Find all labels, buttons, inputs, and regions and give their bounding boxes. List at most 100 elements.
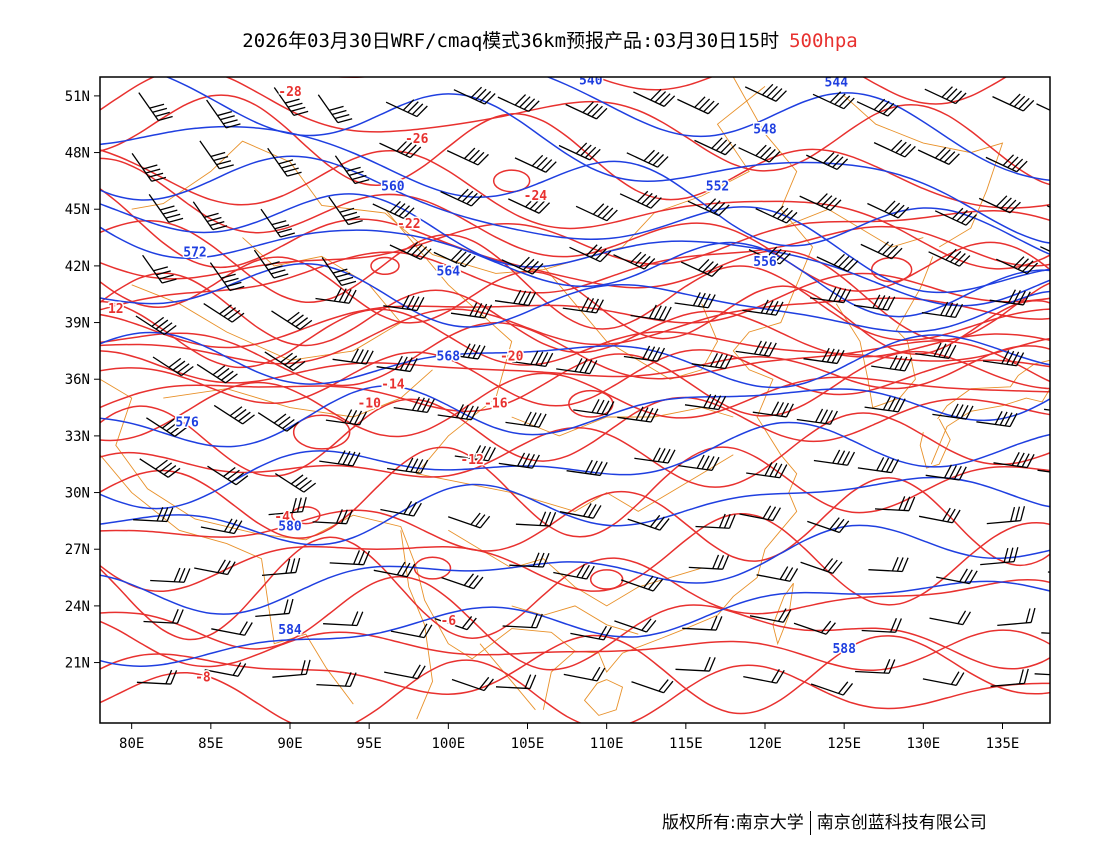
wind-barb (873, 139, 916, 158)
wind-barb (627, 514, 670, 531)
wind-barb (1046, 205, 1050, 221)
coastline-border (100, 454, 354, 705)
wind-barb (626, 149, 669, 168)
wind-barb (498, 452, 540, 469)
temperature-contour-label: -10 (357, 397, 381, 412)
temperature-contour-label: -12 (460, 453, 483, 468)
wind-barb (514, 154, 557, 173)
wind-barb (867, 200, 910, 219)
height-isopleth (100, 125, 1050, 256)
temperature-isotherm (100, 349, 1050, 407)
wind-barb (854, 294, 896, 311)
wind-barb (934, 207, 977, 226)
height-isopleth (100, 155, 1050, 294)
lon-tick-label: 80E (119, 736, 144, 752)
wind-barb (917, 146, 960, 165)
lon-tick-label: 85E (198, 736, 223, 752)
wind-barb (684, 393, 727, 411)
wind-barb (918, 507, 961, 524)
wind-barb (915, 342, 957, 359)
wind-barb (376, 355, 418, 373)
height-contour-label: 548 (753, 123, 777, 138)
height-contour-label: 580 (278, 519, 302, 534)
coastline-border (542, 77, 814, 710)
lon-tick-label: 115E (669, 736, 703, 752)
lat-tick-label: 45N (65, 202, 90, 218)
wind-barb (209, 262, 245, 292)
plot-frame (99, 76, 1051, 724)
wind-barb (316, 672, 357, 688)
wind-barbs (131, 83, 1098, 696)
title-main: 2026年03月30日WRF/cmaq模式36km预报产品:03月30日15时 (242, 30, 780, 52)
lon-tick-label: 100E (431, 736, 465, 752)
height-isopleth (546, 77, 1050, 182)
wind-barb (373, 561, 416, 578)
wind-barb (444, 343, 486, 360)
wind-barb (1040, 246, 1050, 262)
wind-barb (678, 454, 720, 471)
wind-barb (451, 676, 494, 692)
wind-barb (982, 350, 1025, 367)
wind-barb (855, 659, 896, 674)
wind-barb (146, 417, 188, 437)
wind-barb (691, 352, 733, 370)
wind-barb (993, 451, 1035, 469)
wind-barb (936, 568, 978, 585)
wind-barb (1041, 632, 1050, 636)
wind-barb (271, 310, 313, 330)
height-isopleth (100, 524, 1050, 615)
lon-tick-label: 95E (357, 736, 382, 752)
wind-barb (857, 457, 900, 474)
wind-barb (211, 621, 253, 636)
height-contour-label: 588 (832, 642, 856, 657)
wind-barb (816, 253, 859, 272)
wind-barb (925, 464, 967, 481)
wind-barb (559, 503, 602, 519)
wind-barb (932, 403, 974, 420)
wind-barb (453, 86, 496, 105)
wind-barb (142, 254, 177, 284)
wind-barb (515, 511, 557, 527)
coastline-border (511, 605, 639, 635)
wind-barb (433, 249, 476, 268)
temperature-isotherm (100, 412, 1050, 488)
wind-barb (756, 566, 799, 582)
lat-tick-label: 33N (65, 429, 90, 445)
wind-barb (695, 513, 736, 529)
copyright-owner: 版权所有:南京大学 (662, 813, 804, 833)
temperature-isotherm (100, 300, 1050, 369)
wind-barb (1057, 294, 1098, 313)
wind-barb (273, 87, 309, 116)
temperature-contour-label: -4 (274, 510, 290, 525)
wind-barb (131, 153, 167, 182)
wind-barb (508, 195, 551, 214)
wind-barb (566, 459, 608, 477)
temperature-isotherm (100, 372, 1050, 442)
wind-barb (1037, 469, 1050, 476)
wind-barb (989, 289, 1031, 306)
wind-barb (1036, 103, 1050, 119)
lon-tick-label: 135E (986, 736, 1020, 752)
wind-barb (976, 410, 1018, 428)
height-contour-label: 540 (579, 74, 603, 89)
wind-barb (384, 664, 426, 680)
temperature-contour-label: -8 (195, 670, 211, 685)
coastline-border (583, 679, 624, 716)
wind-barb (390, 623, 433, 639)
wind-barb (434, 616, 477, 631)
wind-barb (921, 301, 964, 318)
temperature-isotherm (100, 219, 1050, 341)
wind-barb (738, 144, 781, 163)
temperature-isotherm (100, 396, 1050, 477)
wind-barb (575, 203, 618, 222)
height-contour-label: 564 (437, 264, 461, 279)
wind-barb (199, 140, 234, 170)
wind-barb (613, 251, 656, 270)
height-isopleth (100, 193, 1050, 307)
wind-barb (810, 681, 854, 696)
wind-barb (437, 404, 479, 421)
wind-barb (688, 554, 730, 570)
wind-barb (332, 348, 374, 365)
wind-barb (194, 559, 236, 576)
lat-tick-label: 36N (65, 372, 90, 388)
